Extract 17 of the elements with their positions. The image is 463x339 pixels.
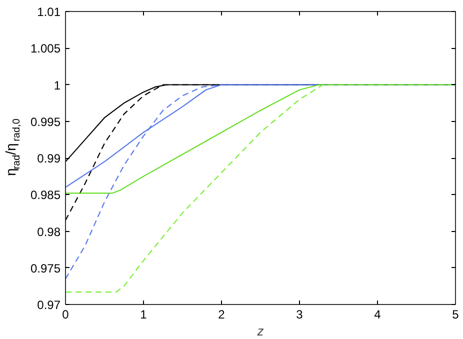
y-tick-label: 0.975 bbox=[30, 261, 61, 276]
y-tick-label: 1.005 bbox=[30, 42, 61, 56]
y-tick-label: 0.985 bbox=[30, 188, 61, 202]
x-tick-label: 4 bbox=[374, 308, 382, 322]
y-tick-label: 0.99 bbox=[37, 152, 61, 166]
y-tick-label: 0.995 bbox=[30, 114, 61, 129]
x-tick-label: 0 bbox=[62, 308, 70, 322]
x-tick-label: 2 bbox=[218, 308, 226, 322]
y-tick-label: 0.97 bbox=[37, 298, 61, 312]
x-tick-label: 5 bbox=[452, 308, 460, 322]
y-axis-title: ηrad/ηrad,0 bbox=[2, 118, 22, 176]
y-tick-label: 0.98 bbox=[37, 224, 61, 239]
x-tick-label: 1 bbox=[140, 308, 148, 322]
x-axis-title: z bbox=[256, 324, 264, 338]
y-tick-label: 1 bbox=[54, 78, 61, 92]
y-tick-label: 1.01 bbox=[37, 5, 61, 19]
x-tick-label: 3 bbox=[296, 308, 304, 322]
